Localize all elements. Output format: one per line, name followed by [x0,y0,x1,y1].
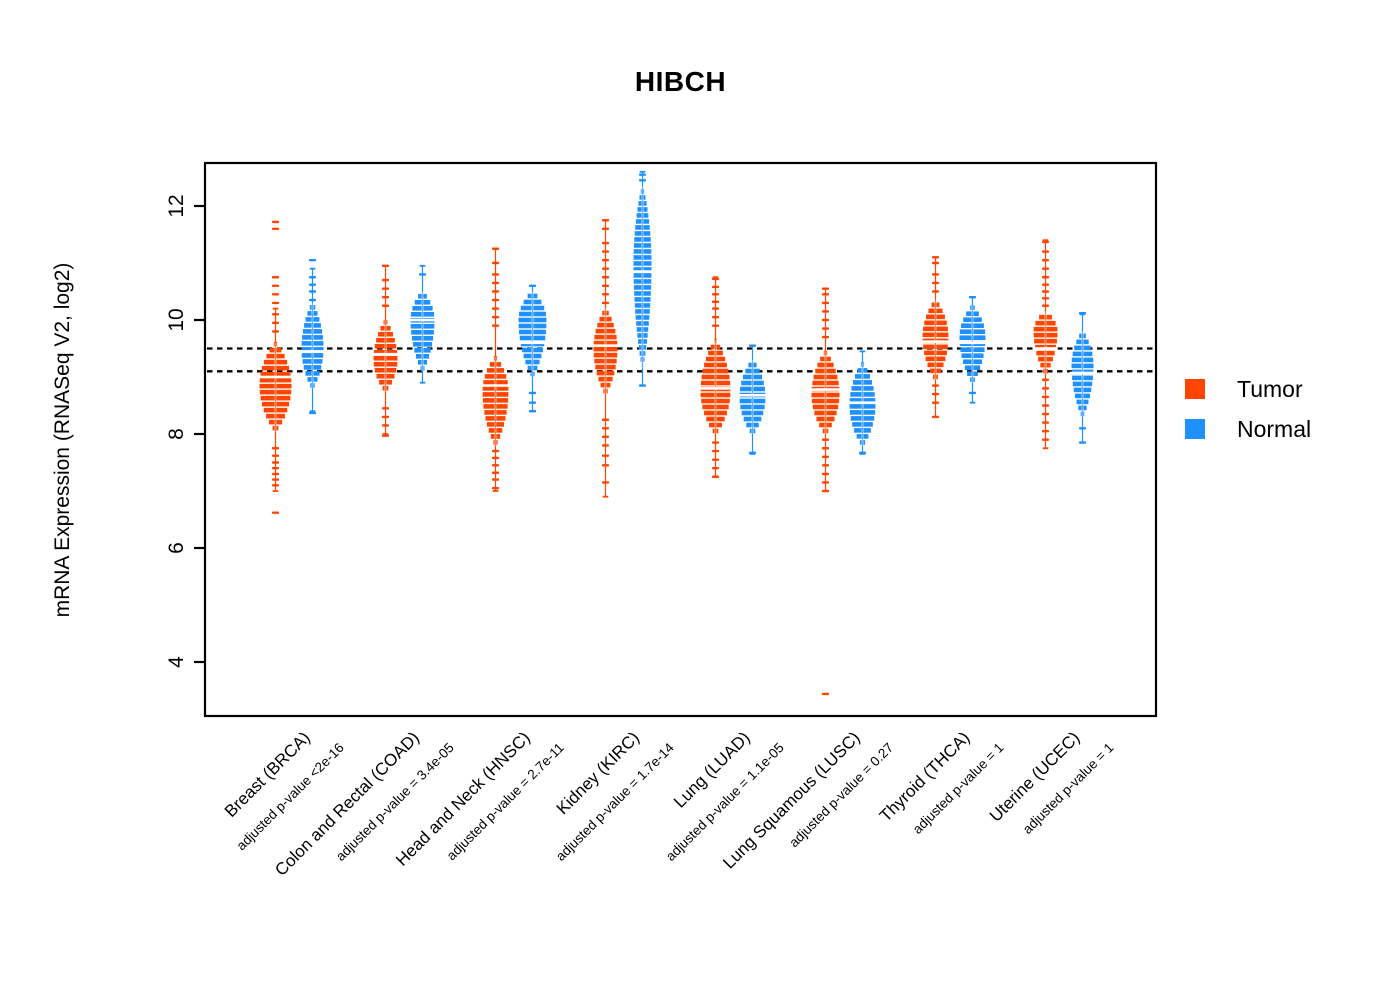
violin-tumor-thca [920,256,951,419]
legend-label-tumor: Tumor [1237,375,1303,402]
violin-tumor-brca [258,220,293,514]
legend-item-tumor: Tumor [1185,376,1311,402]
y-tick-label-8: 8 [165,428,188,440]
y-axis-label: mRNA Expression (RNASeq V2, log2) [51,262,74,618]
legend-label-normal: Normal [1237,415,1312,442]
plot-border [203,161,1158,718]
normal-swatch-icon [1185,419,1205,439]
y-tick-label-6: 6 [165,542,188,554]
violin-tumor-luad [698,276,733,478]
y-tick-label-10: 10 [165,308,188,332]
violin-tumor-ucec [1033,239,1058,450]
violin-normal-hnsc [518,284,547,413]
violin-normal-luad [737,344,768,455]
violin-tumor-kirc [591,219,620,498]
tumor-swatch-icon [1185,379,1205,399]
violin-normal-kirc [631,170,654,387]
y-tick-label-4: 4 [165,656,188,668]
chart-title: HIBCH [634,66,727,97]
violin-tumor-hnsc [480,247,511,492]
violin-normal-thca [957,296,988,404]
legend: Tumor Normal [1185,376,1311,456]
violin-tumor-lusc [809,287,842,696]
y-tick-label-12: 12 [165,194,188,218]
violin-normal-brca [299,258,326,415]
violin-normal-lusc [847,350,878,455]
violin-normal-coad [408,264,437,384]
legend-item-normal: Normal [1185,416,1311,442]
violin-normal-ucec [1069,311,1096,444]
violin-tumor-coad [371,264,400,437]
